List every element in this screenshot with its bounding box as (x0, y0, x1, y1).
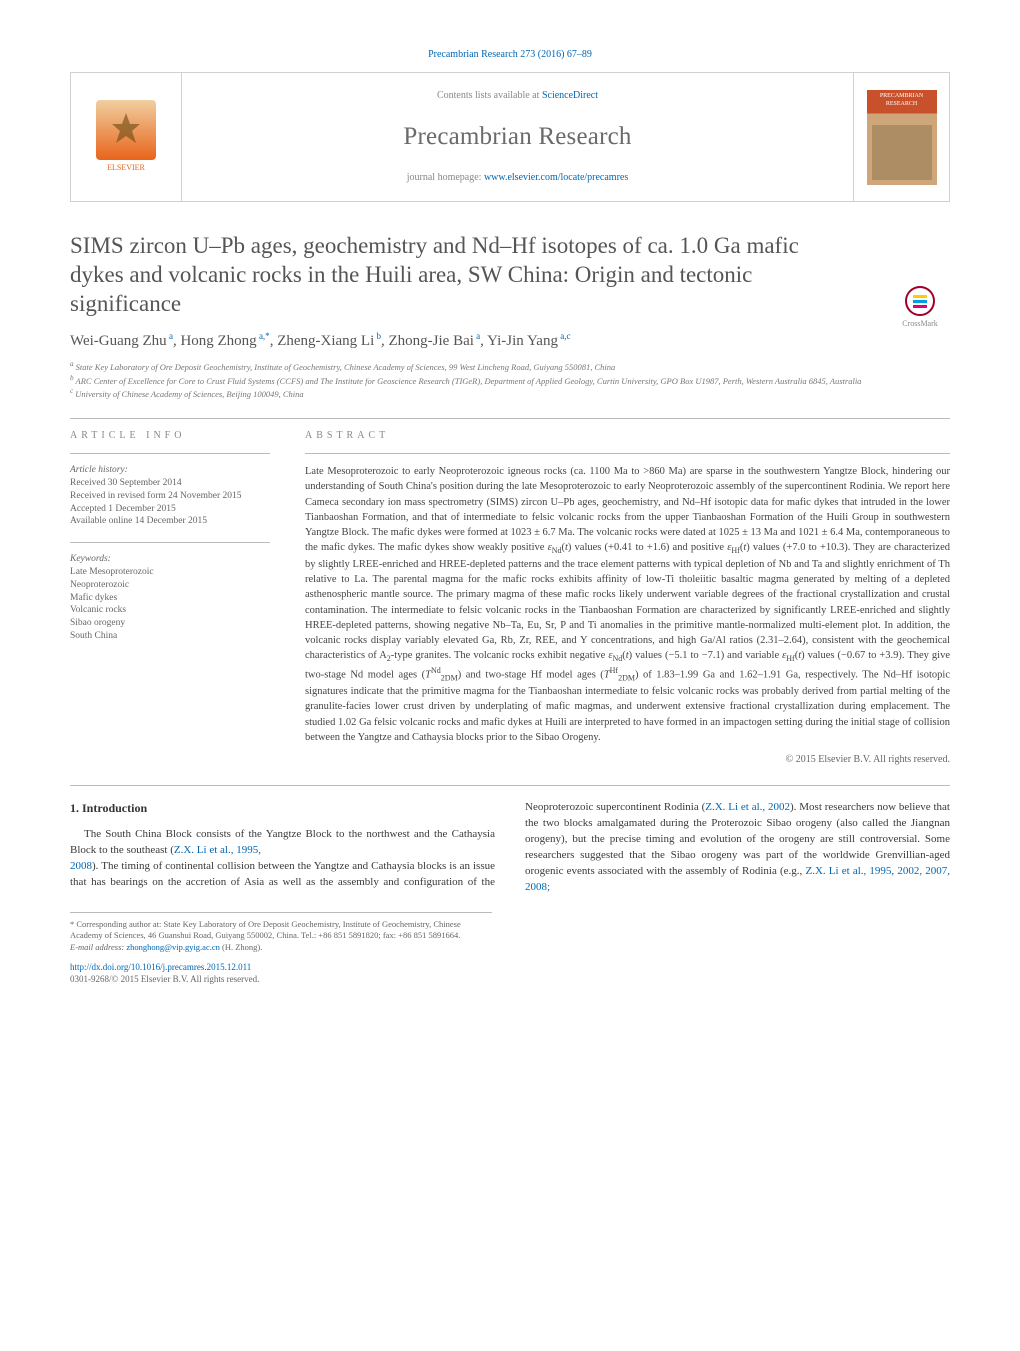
corresponding-author-note: * Corresponding author at: State Key Lab… (70, 919, 492, 942)
abstract-column: ABSTRACT Late Mesoproterozoic to early N… (305, 429, 950, 767)
author-list: Wei-Guang Zhu a, Hong Zhong a,*, Zheng-X… (70, 330, 950, 352)
homepage-link[interactable]: www.elsevier.com/locate/precamres (484, 172, 628, 183)
history-label: Article history: (70, 464, 270, 477)
publisher-name: ELSEVIER (75, 162, 177, 173)
homepage-line: journal homepage: www.elsevier.com/locat… (182, 171, 853, 185)
divider (305, 453, 950, 454)
corresponding-email-link[interactable]: zhonghong@vip.gyig.ac.cn (126, 942, 220, 952)
elsevier-tree-icon (96, 100, 156, 160)
email-line: E-mail address: zhonghong@vip.gyig.ac.cn… (70, 942, 492, 953)
cover-cell: PRECAMBRIAN RESEARCH (854, 86, 949, 189)
article-info-heading: ARTICLE INFO (70, 429, 270, 443)
footnotes: * Corresponding author at: State Key Lab… (70, 912, 492, 986)
body-columns: 1. Introduction The South China Block co… (70, 800, 950, 896)
running-head: Precambrian Research 273 (2016) 67–89 (70, 48, 950, 62)
journal-cover-thumbnail: PRECAMBRIAN RESEARCH (867, 90, 937, 185)
divider (70, 453, 270, 454)
doi-link[interactable]: http://dx.doi.org/10.1016/j.precamres.20… (70, 962, 251, 972)
article-info-column: ARTICLE INFO Article history: Received 3… (70, 429, 270, 767)
affiliations: a State Key Laboratory of Ore Deposit Ge… (70, 360, 950, 400)
journal-name: Precambrian Research (182, 119, 853, 154)
crossmark-icon (905, 286, 935, 316)
keywords-label: Keywords: (70, 553, 270, 566)
divider (70, 785, 950, 786)
article-title: SIMS zircon U–Pb ages, geochemistry and … (70, 232, 818, 318)
publisher-logo-cell: ELSEVIER (71, 96, 181, 177)
abstract-copyright: © 2015 Elsevier B.V. All rights reserved… (305, 753, 950, 767)
divider (70, 542, 270, 543)
abstract-heading: ABSTRACT (305, 429, 950, 443)
citation-link[interactable]: Precambrian Research 273 (2016) 67–89 (428, 49, 592, 60)
section-1-para-1a: The South China Block consists of the Ya… (70, 827, 495, 859)
article-history: Article history: Received 30 September 2… (70, 464, 270, 528)
keywords-block: Keywords: Late MesoproterozoicNeoprotero… (70, 553, 270, 643)
journal-header: ELSEVIER Contents lists available at Sci… (70, 72, 950, 202)
abstract-text: Late Mesoproterozoic to early Neoprotero… (305, 464, 950, 745)
crossmark-badge[interactable]: CrossMark (892, 286, 948, 329)
sciencedirect-link[interactable]: ScienceDirect (542, 90, 598, 101)
section-1-heading: 1. Introduction (70, 800, 495, 817)
doi-block: http://dx.doi.org/10.1016/j.precamres.20… (70, 961, 492, 985)
issn-copyright: 0301-9268/© 2015 Elsevier B.V. All right… (70, 974, 259, 984)
contents-line: Contents lists available at ScienceDirec… (182, 89, 853, 103)
divider (70, 418, 950, 419)
